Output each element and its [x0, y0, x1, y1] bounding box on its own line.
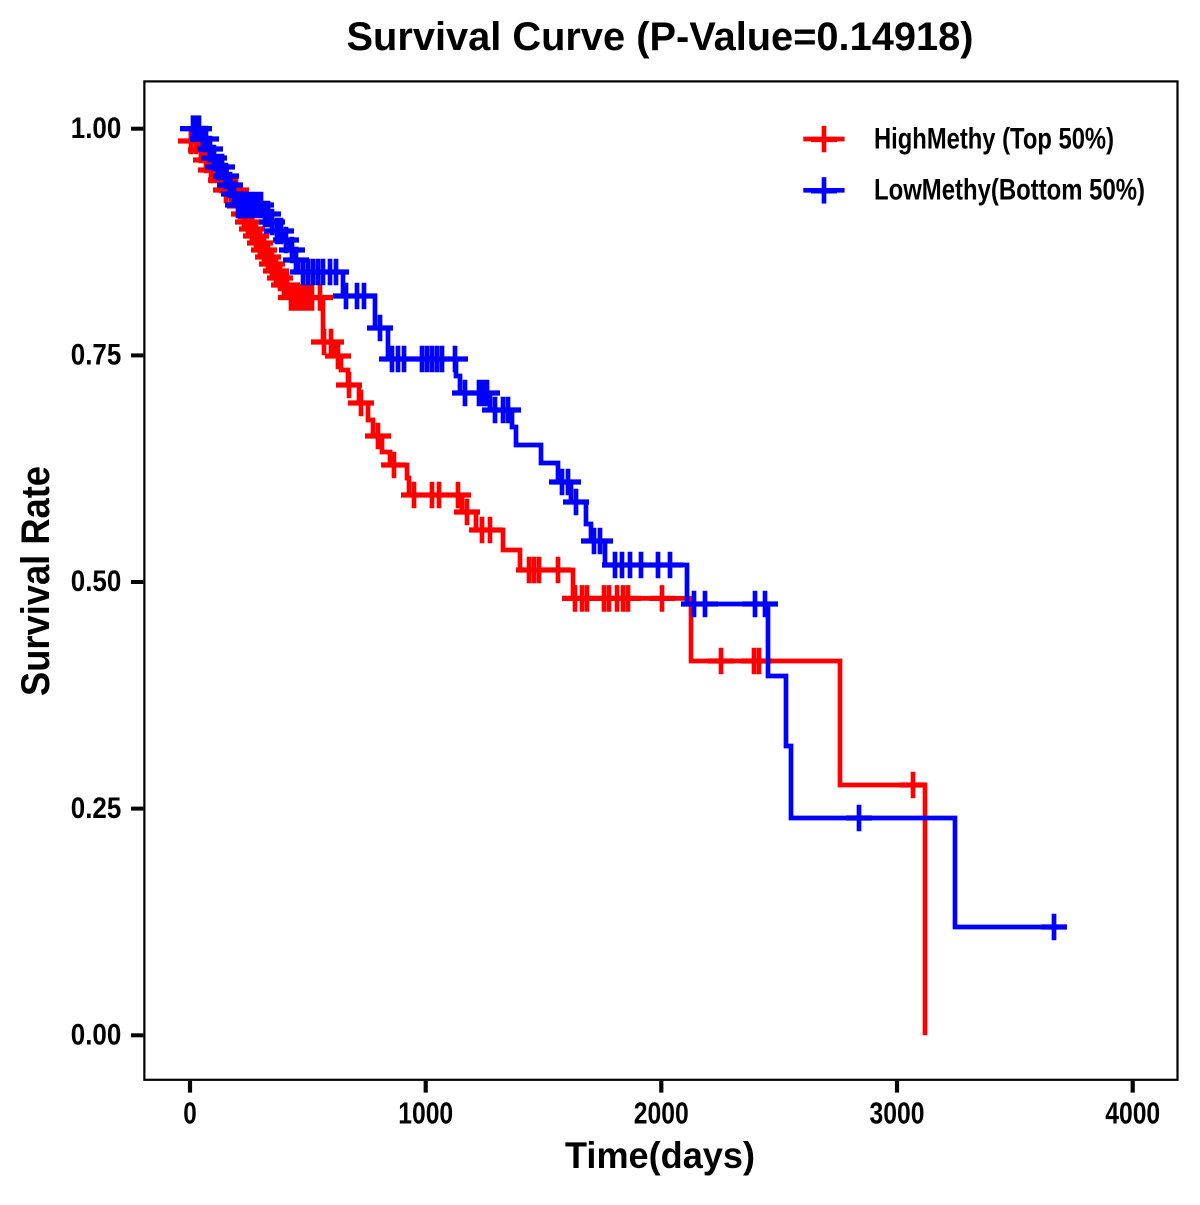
svg-text:1000: 1000: [398, 1095, 453, 1130]
svg-text:HighMethy (Top 50%): HighMethy (Top 50%): [874, 123, 1114, 156]
svg-text:2000: 2000: [634, 1095, 689, 1130]
svg-text:3000: 3000: [870, 1095, 925, 1130]
svg-text:Survival Curve (P-Value=0.1491: Survival Curve (P-Value=0.14918): [347, 15, 974, 59]
svg-text:LowMethy(Bottom 50%): LowMethy(Bottom 50%): [874, 173, 1145, 206]
svg-text:Time(days): Time(days): [565, 1135, 755, 1176]
svg-text:0.75: 0.75: [71, 339, 122, 372]
svg-text:0.00: 0.00: [71, 1019, 122, 1052]
svg-text:0.25: 0.25: [71, 792, 122, 825]
svg-text:0: 0: [183, 1095, 197, 1130]
svg-text:4000: 4000: [1105, 1095, 1160, 1130]
svg-text:1.00: 1.00: [71, 112, 122, 145]
svg-text:0.50: 0.50: [71, 565, 122, 598]
svg-text:Survival Rate: Survival Rate: [14, 466, 58, 696]
